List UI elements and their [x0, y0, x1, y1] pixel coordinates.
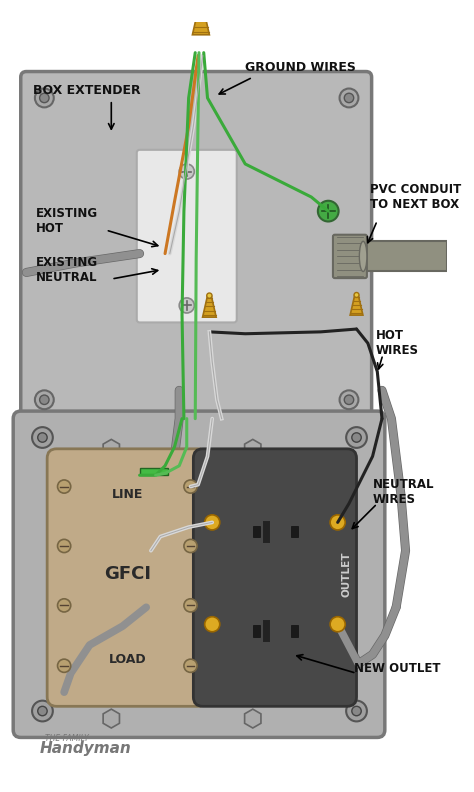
- Polygon shape: [192, 8, 210, 35]
- Circle shape: [179, 164, 194, 179]
- Text: EXISTING
HOT: EXISTING HOT: [36, 207, 98, 234]
- Circle shape: [352, 706, 361, 716]
- Text: BOX EXTENDER: BOX EXTENDER: [33, 84, 141, 97]
- Polygon shape: [350, 295, 363, 315]
- Circle shape: [32, 701, 53, 722]
- Bar: [253, 625, 260, 637]
- Circle shape: [346, 701, 367, 722]
- Circle shape: [179, 298, 194, 313]
- FancyBboxPatch shape: [333, 234, 367, 278]
- Ellipse shape: [354, 292, 359, 298]
- Circle shape: [38, 706, 47, 716]
- Bar: [291, 625, 298, 637]
- Circle shape: [330, 515, 345, 530]
- FancyBboxPatch shape: [193, 449, 356, 706]
- Circle shape: [352, 432, 361, 442]
- Circle shape: [57, 659, 71, 672]
- Text: EXISTING
NEUTRAL: EXISTING NEUTRAL: [36, 256, 98, 284]
- Circle shape: [40, 93, 49, 103]
- Text: NEW OUTLET: NEW OUTLET: [354, 662, 440, 675]
- FancyBboxPatch shape: [21, 71, 372, 422]
- Ellipse shape: [359, 242, 367, 272]
- Circle shape: [184, 480, 197, 493]
- Circle shape: [330, 617, 345, 632]
- Bar: [291, 526, 298, 538]
- Circle shape: [40, 395, 49, 405]
- FancyBboxPatch shape: [47, 449, 208, 706]
- Bar: [253, 526, 260, 538]
- Circle shape: [205, 515, 220, 530]
- Circle shape: [32, 427, 53, 447]
- Ellipse shape: [198, 5, 204, 11]
- Text: GFCI: GFCI: [104, 565, 151, 583]
- FancyBboxPatch shape: [137, 150, 237, 322]
- FancyBboxPatch shape: [13, 411, 385, 737]
- Text: HOT
WIRES: HOT WIRES: [375, 329, 419, 357]
- Text: LINE: LINE: [112, 488, 143, 501]
- Text: GROUND WIRES: GROUND WIRES: [245, 61, 356, 74]
- Text: OUTLET: OUTLET: [341, 551, 351, 597]
- Circle shape: [35, 89, 54, 108]
- Circle shape: [344, 395, 354, 405]
- Circle shape: [344, 93, 354, 103]
- Bar: [140, 468, 168, 475]
- Bar: [363, 242, 447, 272]
- Text: Handyman: Handyman: [40, 741, 131, 756]
- Text: PVC CONDUIT
TO NEXT BOX: PVC CONDUIT TO NEXT BOX: [370, 183, 461, 211]
- Text: LOAD: LOAD: [109, 653, 146, 665]
- Circle shape: [57, 539, 71, 553]
- Circle shape: [339, 89, 358, 108]
- Circle shape: [184, 539, 197, 553]
- Text: NEUTRAL
WIRES: NEUTRAL WIRES: [373, 478, 434, 506]
- Circle shape: [339, 390, 358, 409]
- Circle shape: [318, 200, 338, 222]
- Polygon shape: [202, 295, 216, 317]
- Circle shape: [38, 432, 47, 442]
- Ellipse shape: [207, 293, 212, 299]
- Circle shape: [346, 427, 367, 447]
- Circle shape: [205, 617, 220, 632]
- Circle shape: [35, 390, 54, 409]
- Circle shape: [57, 599, 71, 612]
- Circle shape: [57, 480, 71, 493]
- Circle shape: [184, 659, 197, 672]
- Circle shape: [184, 599, 197, 612]
- Text: THE FAMILY: THE FAMILY: [46, 734, 89, 743]
